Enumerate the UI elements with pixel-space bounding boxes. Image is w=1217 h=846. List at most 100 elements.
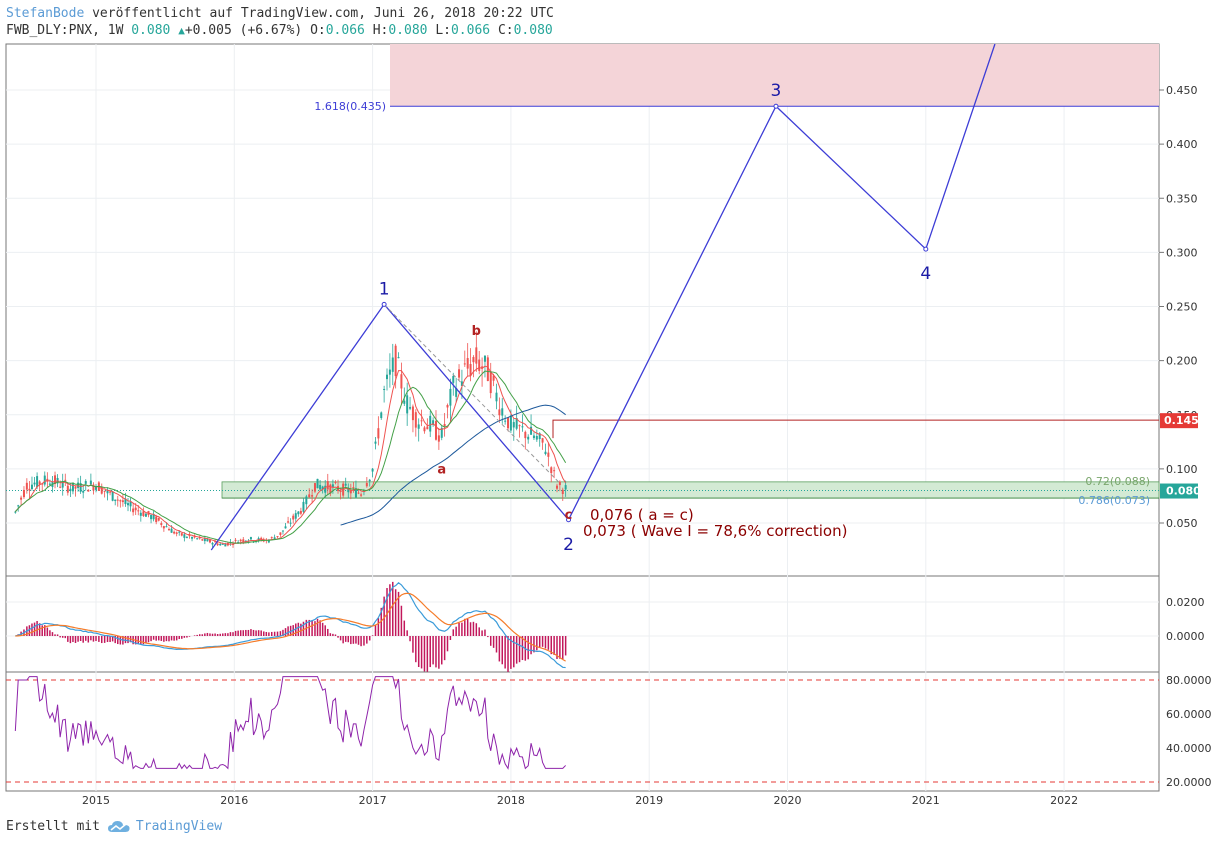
candle-up bbox=[406, 395, 409, 414]
x-tick-label: 2016 bbox=[220, 794, 248, 807]
candle-down bbox=[339, 490, 342, 493]
candle-down bbox=[119, 500, 122, 502]
wave-label: 3 bbox=[771, 81, 782, 101]
candle-up bbox=[460, 381, 463, 386]
candle-up bbox=[527, 436, 530, 440]
tradingview-link[interactable]: TradingView bbox=[135, 819, 223, 834]
candle-up bbox=[440, 427, 443, 438]
candle-up bbox=[386, 374, 389, 380]
wave-point bbox=[566, 517, 572, 523]
ma-slow-line bbox=[340, 404, 566, 526]
candle-up bbox=[82, 490, 85, 493]
candle-up bbox=[95, 485, 97, 490]
candle-up bbox=[165, 526, 168, 528]
candle-down bbox=[492, 375, 495, 381]
candle-down bbox=[365, 483, 368, 487]
candle-up bbox=[69, 488, 72, 492]
fib-0786-label: 0.786(0.073) bbox=[1078, 494, 1150, 507]
candle-down bbox=[394, 345, 397, 377]
candle-up bbox=[281, 530, 284, 532]
candle-up bbox=[535, 436, 538, 440]
fib-072-label: 0.72(0.088) bbox=[1085, 475, 1150, 488]
candle-up bbox=[152, 514, 155, 520]
author-link[interactable]: StefanBode bbox=[6, 6, 85, 21]
candle-up bbox=[144, 513, 147, 517]
macd-signal-line bbox=[15, 592, 566, 662]
candle-up bbox=[289, 522, 292, 524]
candle-up bbox=[455, 387, 458, 397]
candle-up bbox=[354, 488, 357, 498]
candle-up bbox=[129, 501, 132, 507]
candle-down bbox=[142, 511, 145, 516]
candle-up bbox=[14, 511, 17, 513]
candle-up bbox=[368, 479, 371, 482]
y-tick-label: 0.250 bbox=[1166, 301, 1198, 314]
up-triangle-icon: ▲ bbox=[178, 24, 185, 37]
candle-up bbox=[170, 528, 173, 533]
candle-down bbox=[157, 518, 160, 521]
open-value: 0.066 bbox=[325, 23, 365, 38]
candle-down bbox=[486, 357, 489, 381]
candle-down bbox=[214, 541, 217, 543]
candle-up bbox=[43, 475, 46, 485]
x-tick-label: 2022 bbox=[1050, 794, 1078, 807]
candle-up bbox=[538, 433, 541, 440]
candle-down bbox=[66, 485, 69, 493]
candle-down bbox=[423, 427, 426, 432]
candle-up bbox=[139, 512, 142, 516]
candle-down bbox=[458, 369, 461, 378]
candle-down bbox=[22, 489, 25, 498]
wave-label: 4 bbox=[920, 264, 931, 284]
candle-down bbox=[475, 347, 478, 364]
candle-down bbox=[162, 526, 165, 529]
abc-wave-label: c bbox=[565, 508, 573, 523]
candle-up bbox=[249, 537, 252, 540]
candle-up bbox=[305, 496, 308, 505]
candle-down bbox=[25, 482, 28, 490]
candle-up bbox=[48, 483, 51, 485]
candle-down bbox=[109, 491, 112, 493]
candle-up bbox=[219, 543, 222, 546]
macd-pane-border bbox=[5, 575, 1160, 673]
candle-down bbox=[352, 487, 355, 489]
macd-panel[interactable] bbox=[5, 575, 1160, 673]
candle-down bbox=[437, 435, 440, 442]
publish-info: veröffentlicht auf TradingView.com, Juni… bbox=[92, 6, 554, 21]
candle-down bbox=[173, 531, 176, 534]
candle-up bbox=[294, 513, 297, 519]
candle-up bbox=[196, 538, 199, 540]
candle-up bbox=[79, 483, 82, 492]
candle-down bbox=[234, 539, 237, 541]
resistance-price-tag-label: 0.145 bbox=[1164, 414, 1199, 427]
candle-up bbox=[297, 511, 300, 515]
candle-up bbox=[106, 489, 109, 494]
tradingview-brand[interactable]: TradingView bbox=[107, 819, 223, 834]
x-tick-label: 2018 bbox=[497, 794, 525, 807]
candle-down bbox=[64, 479, 67, 481]
candle-up bbox=[183, 534, 186, 538]
fib-target-label: 1.618(0.435) bbox=[314, 100, 386, 113]
abc-wave-label: b bbox=[472, 324, 481, 339]
candle-up bbox=[324, 485, 327, 493]
candle-down bbox=[59, 486, 62, 488]
ma-medium-line bbox=[14, 370, 567, 544]
candle-up bbox=[71, 482, 74, 492]
wave-point bbox=[381, 301, 387, 307]
candle-up bbox=[564, 485, 567, 490]
candle-down bbox=[100, 486, 103, 494]
candle-down bbox=[349, 490, 352, 494]
candle-down bbox=[87, 489, 90, 492]
y-tick-label: 0.350 bbox=[1166, 192, 1198, 205]
x-tick-label: 2017 bbox=[359, 794, 387, 807]
rsi-line bbox=[14, 676, 567, 770]
candle-down bbox=[541, 438, 544, 443]
wave-label: 2 bbox=[563, 535, 574, 555]
y-tick-label: 0.100 bbox=[1166, 463, 1198, 476]
candle-down bbox=[326, 481, 329, 490]
rsi-panel[interactable] bbox=[5, 671, 1160, 792]
candle-down bbox=[489, 371, 492, 394]
candle-down bbox=[38, 481, 41, 485]
candle-down bbox=[279, 532, 282, 535]
candle-up bbox=[319, 484, 322, 490]
